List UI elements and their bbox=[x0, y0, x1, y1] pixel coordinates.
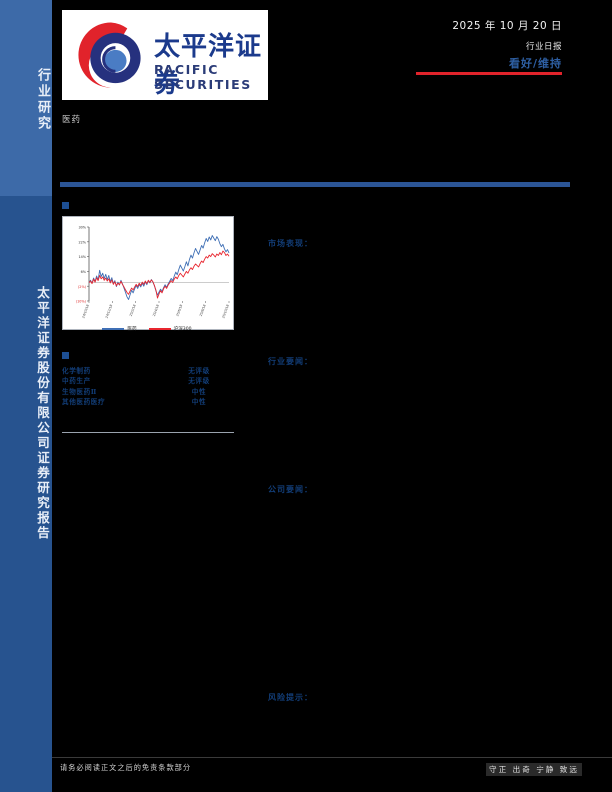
table-row: 中药生产 无评级 bbox=[62, 376, 234, 386]
legend-label-0: 医药 bbox=[127, 327, 137, 332]
sidebar-top-band bbox=[0, 0, 52, 196]
row-rating: 无评级 bbox=[188, 367, 210, 375]
row-name: 中药生产 bbox=[62, 377, 91, 386]
row-rating: 中性 bbox=[191, 398, 207, 407]
svg-text:25/2/18: 25/2/18 bbox=[129, 304, 137, 317]
svg-text:6%: 6% bbox=[81, 270, 87, 274]
header-divider bbox=[60, 182, 570, 187]
row-rating: 无评级 bbox=[188, 377, 210, 386]
sidebar-company-label: 太平洋证券股份有限公司证券研究报告 bbox=[35, 285, 50, 541]
legend-item-0: 医药 bbox=[102, 326, 137, 332]
svg-text:(10%): (10%) bbox=[76, 300, 87, 304]
sidebar-bottom-band bbox=[0, 196, 52, 792]
section-industry-news: 行业要闻： bbox=[268, 356, 313, 366]
svg-text:25/8/18: 25/8/18 bbox=[199, 304, 207, 317]
footer-divider bbox=[52, 757, 612, 758]
svg-text:24/10/18: 24/10/18 bbox=[81, 304, 90, 319]
row-name: 化学制药 bbox=[62, 367, 91, 375]
pacific-securities-logo-icon bbox=[78, 22, 141, 88]
report-date: 2025 年 10 月 20 日 bbox=[452, 20, 562, 32]
left-sidebar: 行业研究 太平洋证券股份有限公司证券研究报告 bbox=[0, 0, 52, 792]
table-row: 生物医药Ⅱ 中性 bbox=[62, 387, 234, 397]
svg-text:25/10/18: 25/10/18 bbox=[221, 304, 230, 319]
svg-text:(2%): (2%) bbox=[78, 285, 87, 289]
svg-text:25/4/18: 25/4/18 bbox=[152, 304, 160, 317]
legend-item-1: 沪深300 bbox=[148, 326, 192, 332]
chart-canvas: 30% 22% 14% 6% (2%) (10%)24/10/18 24/12/18 25/2… bbox=[63, 217, 233, 329]
section-risk-warning: 风险提示： bbox=[268, 692, 313, 702]
chart-legend: 医药 沪深300 bbox=[62, 322, 232, 336]
rating-badge: 看好/维持 bbox=[508, 57, 562, 70]
sidebar-research-label: 行业研究 bbox=[35, 68, 50, 132]
ratings-bullet-icon bbox=[62, 352, 69, 359]
row-rating: 中性 bbox=[191, 387, 207, 396]
ratings-table-rule bbox=[62, 432, 234, 433]
svg-text:24/12/18: 24/12/18 bbox=[105, 304, 114, 319]
legend-swatch-0 bbox=[102, 327, 125, 331]
footer-slogan: 守正 出奇 宁静 致远 bbox=[486, 763, 582, 776]
row-name: 其他医药医疗 bbox=[62, 398, 106, 407]
svg-text:14%: 14% bbox=[78, 255, 86, 259]
industry-label: 医药 bbox=[62, 115, 82, 125]
logo-english-name: PACIFIC SECURITIES bbox=[154, 62, 252, 92]
footer-disclaimer: 请务必阅读正文之后的免责条款部分 bbox=[60, 763, 192, 772]
section-company-news: 公司要闻： bbox=[268, 484, 313, 494]
section-market-performance: 市场表现： bbox=[268, 238, 313, 248]
svg-text:22%: 22% bbox=[78, 240, 86, 244]
sub-industry-ratings-table: 化学制药 无评级 中药生产 无评级 生物医药Ⅱ 中性 其他医药医疗 中性 bbox=[62, 366, 234, 408]
table-row: 化学制药 无评级 bbox=[62, 366, 234, 376]
svg-text:30%: 30% bbox=[78, 226, 86, 230]
legend-swatch-1 bbox=[148, 327, 171, 331]
report-type: 行业日报 bbox=[525, 42, 562, 52]
logo-chinese-name: 太平洋证券 bbox=[154, 32, 263, 99]
row-name: 生物医药Ⅱ bbox=[62, 387, 97, 396]
company-logo: 太平洋证券 PACIFIC SECURITIES bbox=[62, 10, 268, 100]
market-performance-chart: 30% 22% 14% 6% (2%) (10%) 24/10/18 24/12/18 25/2… bbox=[62, 216, 234, 330]
table-row: 其他医药医疗 中性 bbox=[62, 397, 234, 407]
market-performance-bullet-icon bbox=[62, 202, 69, 209]
svg-text:25/6/18: 25/6/18 bbox=[175, 304, 183, 317]
legend-label-1: 沪深300 bbox=[173, 327, 192, 332]
rating-underline bbox=[416, 72, 562, 75]
